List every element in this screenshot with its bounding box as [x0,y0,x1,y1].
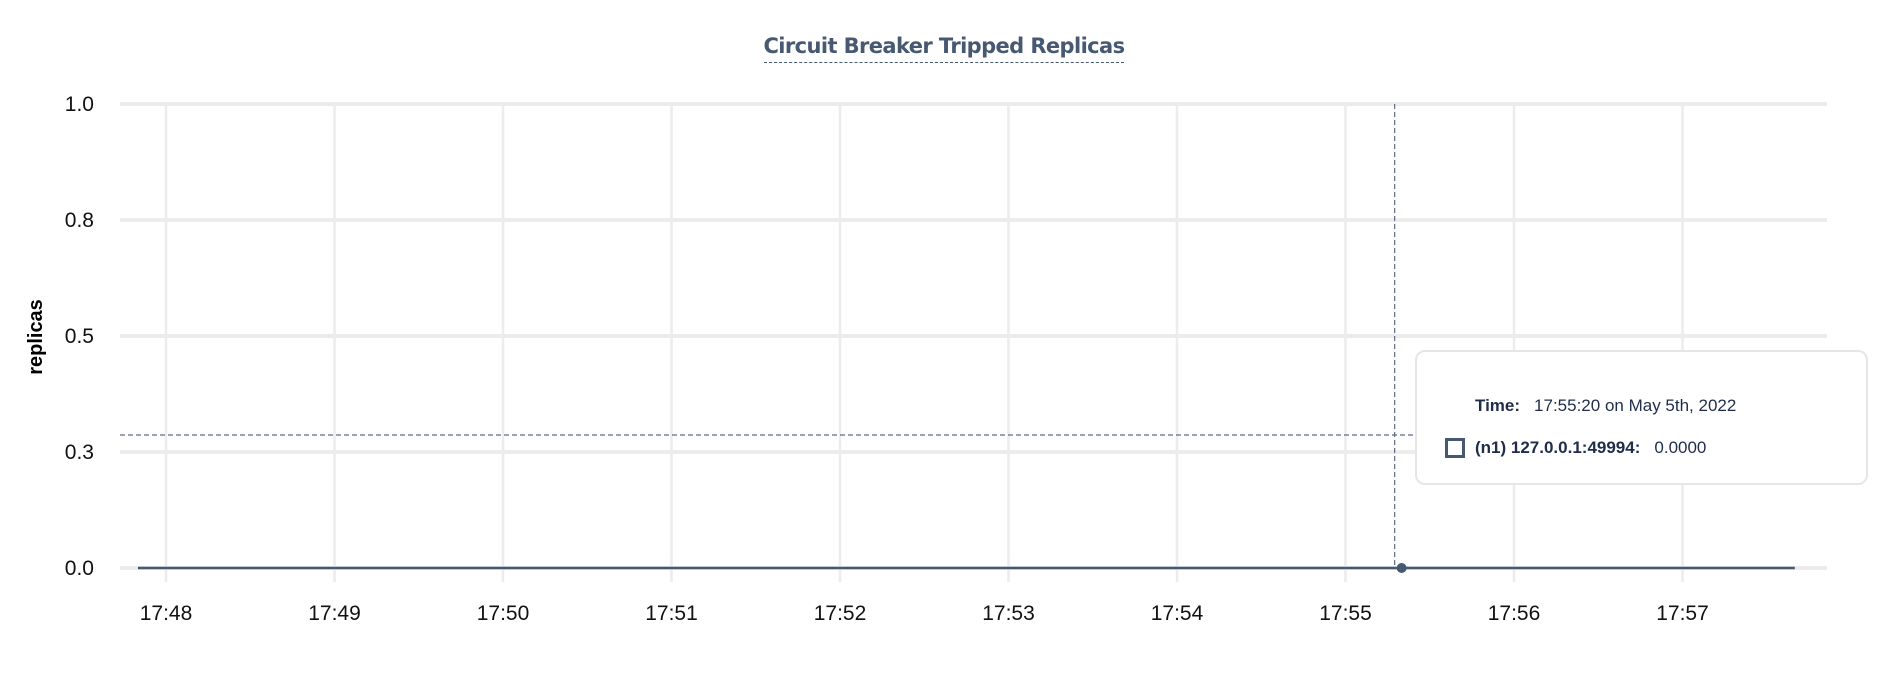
x-tick-label: 17:56 [1488,602,1541,625]
x-tick-label: 17:57 [1656,602,1709,625]
x-tick-label: 17:54 [1151,602,1204,625]
chart-title-text[interactable]: Circuit Breaker Tripped Replicas [763,34,1125,63]
x-tick-label: 17:53 [982,602,1035,625]
hover-point [1396,563,1407,573]
y-tick-label: 0.5 [65,325,94,348]
tooltip-series-label: (n1) 127.0.0.1:49994: [1475,438,1641,457]
x-tick-label: 17:49 [308,602,361,625]
tooltip-series-value: 0.0000 [1654,438,1707,457]
chart-title[interactable]: Circuit Breaker Tripped Replicas [0,34,1888,63]
y-axis-label: replicas [25,299,47,375]
x-tick-label: 17:55 [1319,602,1372,625]
hover-tooltip: Time: 17:55:20 on May 5th, 2022 (n1) 127… [1415,350,1868,485]
y-tick-label: 0.0 [65,557,94,580]
x-tick-label: 17:48 [140,602,193,625]
tooltip-time-value: 17:55:20 on May 5th, 2022 [1534,396,1737,415]
x-tick-label: 17:51 [645,602,698,625]
tooltip-time-label: Time: [1475,396,1521,415]
x-tick-label: 17:50 [477,602,530,625]
y-tick-label: 0.8 [65,209,94,232]
x-tick-label: 17:52 [814,602,867,625]
series-swatch-icon [1445,438,1465,458]
y-tick-label: 1.0 [65,93,94,116]
y-tick-label: 0.3 [65,441,94,464]
